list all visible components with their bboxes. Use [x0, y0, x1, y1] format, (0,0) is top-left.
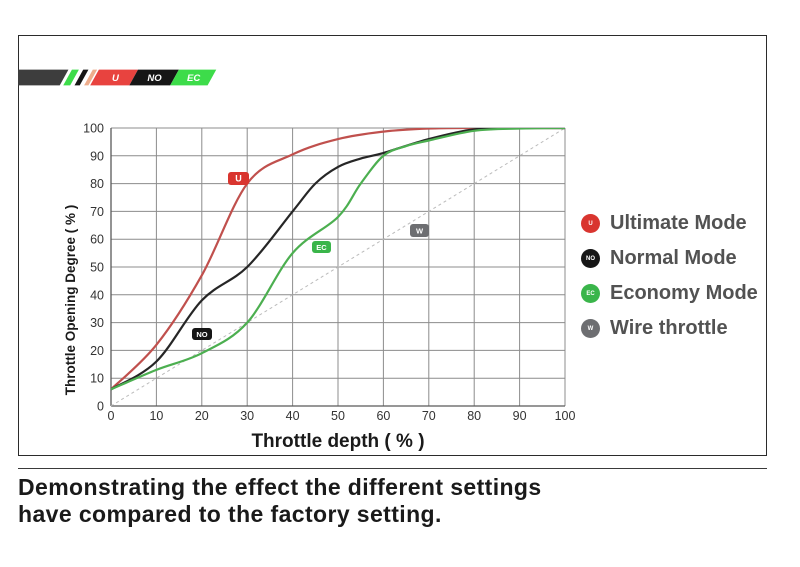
svg-text:60: 60 [376, 409, 390, 423]
svg-text:EC: EC [316, 243, 327, 252]
svg-text:60: 60 [90, 233, 104, 247]
svg-text:70: 70 [90, 205, 104, 219]
svg-text:0: 0 [97, 400, 104, 414]
svg-text:100: 100 [83, 122, 104, 136]
svg-text:40: 40 [90, 288, 104, 302]
svg-text:90: 90 [513, 409, 527, 423]
svg-text:20: 20 [195, 409, 209, 423]
svg-text:30: 30 [90, 316, 104, 330]
svg-text:100: 100 [555, 409, 576, 423]
svg-text:40: 40 [286, 409, 300, 423]
svg-text:70: 70 [422, 409, 436, 423]
svg-text:80: 80 [90, 177, 104, 191]
svg-text:10: 10 [149, 409, 163, 423]
svg-text:Throttle Opening Degree ( % ): Throttle Opening Degree ( % ) [63, 205, 78, 396]
svg-text:50: 50 [90, 261, 104, 275]
svg-text:80: 80 [467, 409, 481, 423]
svg-text:50: 50 [331, 409, 345, 423]
svg-text:30: 30 [240, 409, 254, 423]
svg-text:NO: NO [196, 330, 207, 339]
svg-text:Throttle depth ( % ): Throttle depth ( % ) [251, 431, 424, 452]
svg-text:0: 0 [108, 409, 115, 423]
svg-text:W: W [416, 227, 424, 236]
svg-text:10: 10 [90, 372, 104, 386]
svg-text:90: 90 [90, 149, 104, 163]
svg-text:U: U [235, 174, 242, 184]
svg-text:20: 20 [90, 344, 104, 358]
